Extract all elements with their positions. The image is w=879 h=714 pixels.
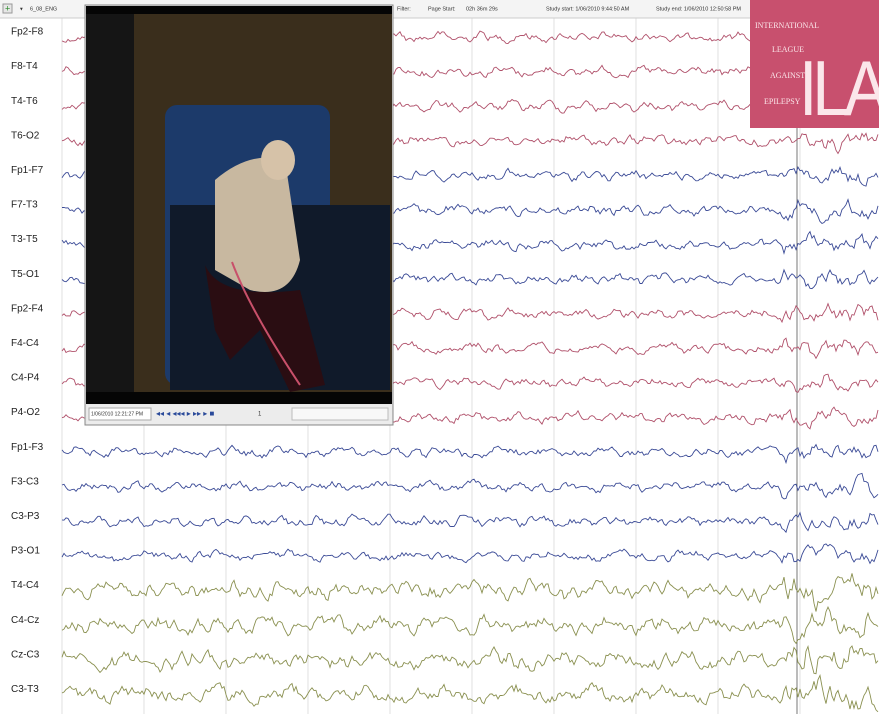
eeg-viewer: Fp2-F8 F8-T4 T4-T6 T6-O2 Fp1-F7 F7-T3 T3-T5 T5-… [0, 0, 879, 714]
eeg-trace [62, 445, 878, 463]
channel-label: C3-T3 [11, 684, 39, 695]
channel-label: C4-P4 [11, 373, 40, 384]
channel-label: Fp1-F7 [11, 165, 44, 176]
video-buttons[interactable]: ◂◂ ◂ ◂◂◂ ▸ ▸▸ ▸ ■ [156, 409, 214, 418]
eeg-trace [62, 573, 878, 611]
video-person-top [215, 158, 300, 293]
video-scrollbar[interactable] [292, 408, 388, 420]
channel-label: F7-T3 [11, 200, 38, 211]
channel-label: C4-Cz [11, 615, 39, 626]
channel-label: T4-T6 [11, 96, 38, 107]
add-icon: + [5, 3, 10, 13]
channel-label: P3-O1 [11, 546, 40, 557]
eeg-trace [62, 646, 878, 674]
channel-label: P4-O2 [11, 407, 40, 418]
channel-label: T6-O2 [11, 130, 40, 141]
channel-label: Fp2-F4 [11, 303, 44, 314]
page-start-label: Page Start: [428, 6, 456, 12]
channel-label: T3-T5 [11, 234, 38, 245]
channel-label: Cz-C3 [11, 649, 40, 660]
file-name: 6_08_ENG [30, 6, 57, 12]
page-start[interactable]: 02h 36m 29s [466, 6, 498, 12]
logo-text: INTERNATIONAL [755, 21, 819, 30]
dropdown[interactable]: ▾ [20, 6, 23, 12]
channel-label: C3-P3 [11, 511, 40, 522]
eeg-trace [62, 607, 878, 643]
channel-label: Fp2-F8 [11, 27, 44, 38]
video-player: 1/06/2010 12:21:27 PM ◂◂ ◂ ◂◂◂ ▸ ▸▸ ▸ ■ … [85, 5, 393, 425]
channel-labels: Fp2-F8 F8-T4 T4-T6 T6-O2 Fp1-F7 F7-T3 T3-T5 T5-… [11, 27, 44, 695]
channel-label: F8-T4 [11, 61, 38, 72]
ilae-logo: INTERNATIONAL LEAGUE AGAINST EPILEPSY IL… [750, 0, 879, 132]
filter-label: Filter: [397, 6, 411, 12]
channel-label: F3-C3 [11, 476, 39, 487]
logo-text: EPILEPSY [764, 97, 801, 106]
study-start: Study start: 1/06/2010 9:44:50 AM [546, 6, 630, 12]
video-timestamp: 1/06/2010 12:21:27 PM [91, 411, 143, 417]
video-door [86, 14, 134, 392]
eeg-trace [62, 544, 878, 564]
study-end: Study end: 1/06/2010 12:50:58 PM [656, 6, 741, 12]
eeg-trace [62, 676, 878, 712]
logo-mark: ILAE [799, 45, 879, 132]
channel-label: F4-C4 [11, 338, 39, 349]
channel-label: Fp1-F3 [11, 442, 44, 453]
eeg-trace [62, 513, 878, 532]
eeg-trace [62, 473, 878, 499]
video-person-head [261, 140, 295, 180]
channel-label: T4-C4 [11, 580, 39, 591]
channel-label: T5-O1 [11, 269, 40, 280]
